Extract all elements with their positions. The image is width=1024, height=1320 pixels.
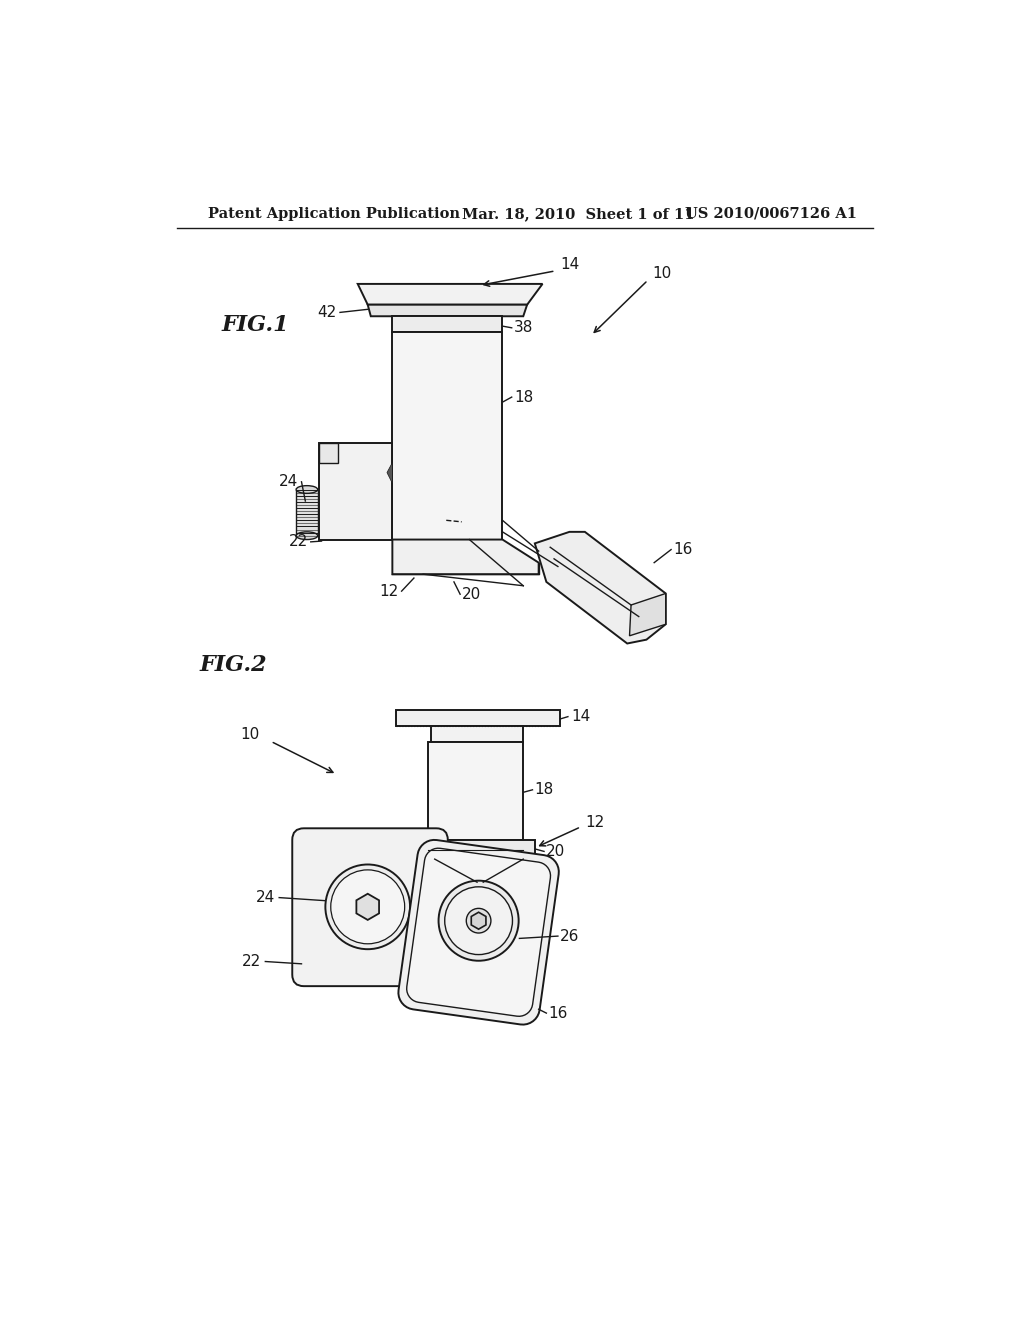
Text: Mar. 18, 2010  Sheet 1 of 11: Mar. 18, 2010 Sheet 1 of 11 xyxy=(462,207,694,220)
Circle shape xyxy=(438,880,518,961)
Bar xyxy=(431,726,523,742)
Polygon shape xyxy=(356,894,379,920)
Bar xyxy=(428,742,523,840)
Polygon shape xyxy=(407,849,551,1016)
FancyBboxPatch shape xyxy=(292,829,447,986)
Bar xyxy=(403,840,535,859)
Bar xyxy=(396,710,560,726)
Text: 16: 16 xyxy=(549,1006,568,1020)
Polygon shape xyxy=(357,284,543,305)
Polygon shape xyxy=(392,331,503,540)
Text: 26: 26 xyxy=(560,928,580,944)
Text: 20: 20 xyxy=(462,586,481,602)
Text: 42: 42 xyxy=(317,305,337,319)
Text: FIG.2: FIG.2 xyxy=(200,655,267,676)
Text: 18: 18 xyxy=(535,783,554,797)
Circle shape xyxy=(331,870,404,944)
Text: 22: 22 xyxy=(243,954,261,969)
Bar xyxy=(296,490,317,536)
Text: Patent Application Publication: Patent Application Publication xyxy=(208,207,460,220)
Circle shape xyxy=(466,908,490,933)
Text: 14: 14 xyxy=(571,709,590,725)
Text: 14: 14 xyxy=(560,257,580,272)
Text: 22: 22 xyxy=(289,535,307,549)
Ellipse shape xyxy=(296,532,317,540)
Text: 10: 10 xyxy=(652,267,672,281)
Text: 18: 18 xyxy=(514,389,534,405)
Polygon shape xyxy=(392,540,539,574)
Polygon shape xyxy=(319,444,392,540)
Text: 20: 20 xyxy=(547,843,565,859)
Ellipse shape xyxy=(296,486,317,494)
Text: FIG.1: FIG.1 xyxy=(221,314,289,335)
Text: 12: 12 xyxy=(585,816,604,830)
Polygon shape xyxy=(471,912,486,929)
Text: 10: 10 xyxy=(241,727,260,742)
Polygon shape xyxy=(319,444,339,462)
Text: 24: 24 xyxy=(280,474,298,490)
Polygon shape xyxy=(392,317,503,331)
Text: US 2010/0067126 A1: US 2010/0067126 A1 xyxy=(685,207,857,220)
Text: 24: 24 xyxy=(256,890,275,906)
Circle shape xyxy=(326,865,410,949)
Circle shape xyxy=(444,887,512,954)
Polygon shape xyxy=(535,532,666,644)
Text: 12: 12 xyxy=(379,583,398,599)
Text: 16: 16 xyxy=(674,543,693,557)
Polygon shape xyxy=(387,462,392,483)
Polygon shape xyxy=(368,305,527,317)
Polygon shape xyxy=(398,840,559,1024)
Text: 38: 38 xyxy=(514,321,534,335)
Polygon shape xyxy=(630,594,666,636)
